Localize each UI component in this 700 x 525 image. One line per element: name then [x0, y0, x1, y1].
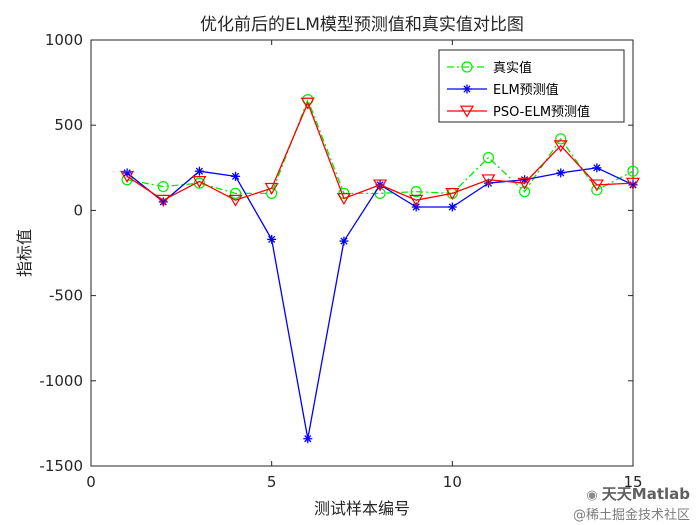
data-point — [339, 236, 349, 246]
legend-entry-2: ELM预测值 — [447, 82, 559, 98]
data-point — [300, 97, 315, 110]
y-tick-label: -500 — [49, 287, 83, 305]
x-tick-label: 15 — [623, 473, 642, 491]
data-point — [555, 133, 567, 145]
series-line-3 — [126, 101, 634, 201]
series-layer — [120, 94, 641, 444]
data-point — [231, 171, 241, 181]
y-tick-label: 1000 — [45, 31, 83, 49]
data-point — [627, 165, 639, 177]
data-point — [193, 177, 205, 189]
data-point — [122, 168, 132, 178]
x-tick-label: 5 — [267, 473, 277, 491]
y-axis-ticks: -1500 -1000 -500 0 500 1000 — [39, 31, 633, 475]
watermark-title: 天天Matlab — [601, 485, 690, 503]
data-point — [410, 186, 422, 198]
watermark: ◉ 天天Matlab @稀土掘金技术社区 — [573, 483, 690, 523]
data-point — [303, 434, 313, 444]
y-tick-label: 500 — [54, 116, 83, 134]
data-point — [447, 202, 457, 212]
legend: 真实值 ELM预测值 PSO-ELM预测值 — [438, 49, 625, 123]
legend-marker — [461, 61, 473, 73]
data-point — [445, 187, 460, 200]
legend-marker — [462, 84, 472, 94]
data-point — [264, 182, 279, 195]
series-3 — [120, 97, 641, 207]
data-point — [157, 180, 169, 193]
y-tick-label: -1000 — [39, 372, 83, 390]
data-point — [192, 176, 207, 189]
data-point — [228, 194, 243, 207]
data-point — [156, 194, 171, 207]
data-point — [592, 163, 602, 173]
legend-entry-3: PSO-ELM预测值 — [447, 104, 590, 120]
data-point — [518, 186, 531, 198]
y-axis-label: 指标值 — [15, 229, 34, 277]
data-point — [625, 177, 641, 190]
data-point — [267, 234, 277, 244]
data-point — [553, 140, 568, 153]
legend-entry-1: 真实值 — [447, 60, 532, 76]
data-point — [194, 166, 204, 176]
data-point — [373, 179, 388, 192]
watermark-source: @稀土掘金技术社区 — [572, 508, 690, 523]
data-point — [517, 177, 532, 190]
wechat-icon: ◉ — [586, 488, 598, 503]
y-tick-label: 0 — [73, 201, 83, 219]
legend-label: PSO-ELM预测值 — [493, 104, 590, 120]
x-axis-label: 测试样本编号 — [314, 499, 410, 518]
data-point — [482, 151, 495, 164]
legend-label: 真实值 — [493, 60, 532, 76]
data-point — [556, 168, 566, 178]
series-line-1 — [127, 97, 634, 195]
data-point — [411, 202, 421, 212]
data-point — [120, 170, 135, 183]
legend-marker — [459, 105, 475, 118]
data-point — [336, 193, 351, 206]
data-point — [481, 174, 496, 187]
data-point — [589, 179, 604, 192]
y-tick-label: -1500 — [39, 457, 83, 475]
data-point — [229, 187, 242, 199]
data-point — [409, 194, 424, 207]
x-axis-ticks: 0 5 10 15 — [86, 40, 643, 491]
x-tick-label: 0 — [86, 473, 96, 491]
legend-label: ELM预测值 — [493, 82, 559, 98]
chart-title: 优化前后的ELM模型预测值和真实值对比图 — [200, 15, 524, 35]
x-tick-label: 10 — [443, 473, 462, 491]
